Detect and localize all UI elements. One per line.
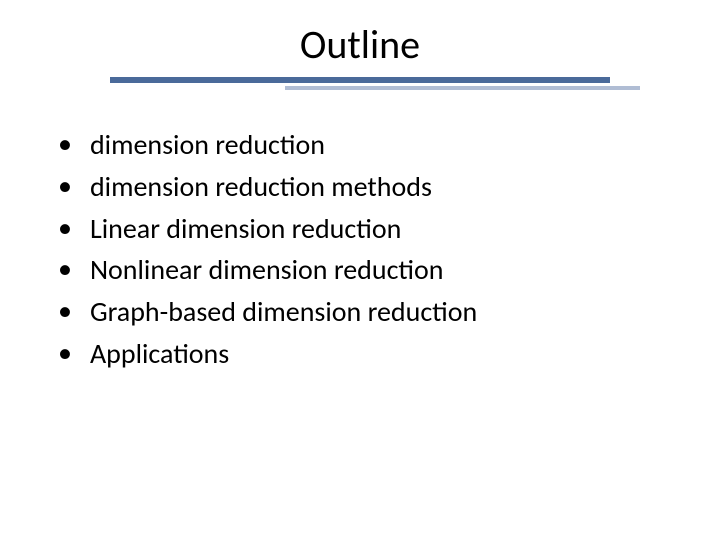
bullet-icon: •: [58, 251, 72, 287]
bullet-text: dimension reduction methods: [90, 168, 432, 206]
bullet-icon: •: [58, 293, 72, 329]
divider-thick-line: [110, 77, 610, 83]
list-item: • dimension reduction methods: [50, 168, 640, 206]
bullet-list: • dimension reduction • dimension reduct…: [40, 126, 680, 373]
bullet-icon: •: [58, 126, 72, 162]
bullet-icon: •: [58, 335, 72, 371]
title-divider: [110, 77, 610, 91]
list-item: • dimension reduction: [50, 126, 640, 164]
bullet-text: dimension reduction: [90, 126, 325, 164]
list-item: • Applications: [50, 335, 640, 373]
list-item: • Graph-based dimension reduction: [50, 293, 640, 331]
bullet-icon: •: [58, 168, 72, 204]
title-area: Outline: [40, 20, 680, 69]
bullet-text: Applications: [90, 335, 229, 373]
slide-title: Outline: [40, 20, 680, 69]
slide-container: Outline • dimension reduction • dimensio…: [0, 0, 720, 540]
bullet-icon: •: [58, 210, 72, 246]
divider-thin-line: [285, 86, 640, 90]
bullet-text: Graph-based dimension reduction: [90, 293, 477, 331]
list-item: • Nonlinear dimension reduction: [50, 251, 640, 289]
list-item: • Linear dimension reduction: [50, 210, 640, 248]
bullet-text: Linear dimension reduction: [90, 210, 401, 248]
bullet-text: Nonlinear dimension reduction: [90, 251, 444, 289]
